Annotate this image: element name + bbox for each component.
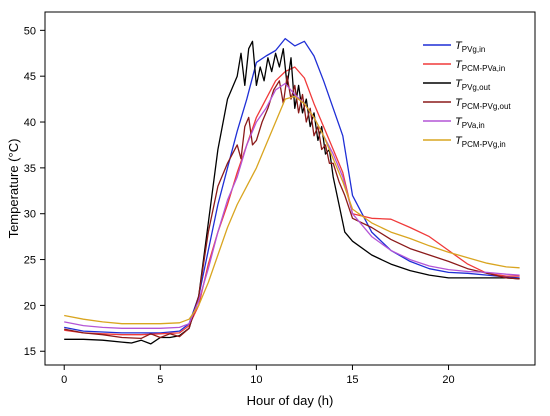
- x-axis-title: Hour of day (h): [247, 393, 334, 408]
- series-line-3: [64, 75, 520, 340]
- series-line-4: [64, 82, 520, 329]
- x-tick-label: 20: [442, 374, 454, 386]
- y-tick-label: 50: [24, 25, 36, 37]
- series-group: [64, 37, 520, 345]
- y-tick-label: 35: [24, 163, 36, 175]
- y-tick-label: 20: [24, 300, 36, 312]
- y-tick-label: 40: [24, 117, 36, 129]
- legend-label-0: TPVg,in: [455, 40, 485, 54]
- legend-label-3: TPCM-PVg,out: [455, 97, 511, 111]
- legend-label-5: TPCM-PVg,in: [455, 135, 506, 149]
- legend-label-1: TPCM-PVa,in: [455, 59, 505, 73]
- plot-frame: [44, 11, 536, 366]
- legend-label-4: TPVa,in: [455, 116, 485, 130]
- axes-group: 0 5 10 15 20 15 20 25 30 35 40 45 50: [24, 25, 455, 386]
- x-tick-label: 0: [61, 374, 67, 386]
- x-tick-label: 15: [346, 374, 358, 386]
- x-tick-label: 5: [157, 374, 163, 386]
- y-tick-label: 25: [24, 255, 36, 267]
- legend-label-2: TPVg,out: [455, 78, 491, 92]
- y-tick-label: 45: [24, 71, 36, 83]
- y-axis-title: Temperature (°C): [6, 139, 21, 239]
- series-line-5: [64, 95, 520, 325]
- x-tick-label: 10: [250, 374, 262, 386]
- legend: TPVg,in TPCM-PVa,in TPVg,out TPCM-PVg,out TP…: [423, 40, 511, 149]
- y-tick-label: 30: [24, 209, 36, 221]
- series-line-0: [64, 37, 520, 334]
- y-tick-label: 15: [24, 346, 36, 358]
